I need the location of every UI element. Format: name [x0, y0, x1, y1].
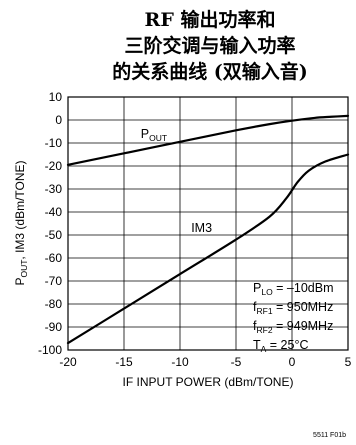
plot-frame — [67, 96, 349, 351]
chart-title: RF 输出功率和 三阶交调与输入功率 的关系曲线 (双输入音) — [112, 8, 308, 83]
figure-id: 5511 F01b — [313, 432, 346, 439]
y-axis-label-p-sub: OUT — [19, 260, 29, 278]
curves — [66, 114, 350, 345]
condition-plo: PLO = –10dBm — [253, 281, 334, 297]
series-label-im3: IM3 — [191, 221, 212, 235]
y-axis-label-rest: , IM3 (dBm/TONE) — [13, 160, 27, 259]
test-conditions: PLO = –10dBm fRF1 = 950MHz fRF2 = 949MHz… — [253, 281, 334, 354]
x-tick-label: -10 — [171, 355, 189, 369]
y-tick-label: 10 — [49, 90, 63, 104]
x-tick-label: -5 — [231, 355, 242, 369]
x-tick-label: -20 — [59, 355, 77, 369]
y-tick-label: -70 — [45, 274, 63, 288]
x-tick-label: 0 — [289, 355, 296, 369]
x-tick-label: -15 — [115, 355, 133, 369]
chart-title-line-3: 的关系曲线 (双输入音) — [112, 60, 308, 83]
y-axis-label-p: P — [13, 278, 27, 286]
y-tick-label: -10 — [45, 136, 63, 150]
condition-frf2: fRF2 = 949MHz — [253, 319, 333, 335]
series-line-im3 — [66, 153, 350, 345]
y-tick-label: -90 — [45, 320, 63, 334]
condition-frf1: fRF1 = 950MHz — [253, 300, 333, 316]
y-tick-label: -30 — [45, 182, 63, 196]
x-tick-label: 5 — [345, 355, 352, 369]
y-tick-label: 0 — [55, 113, 62, 127]
y-tick-labels: 10 0 -10 -20 -30 -40 -50 -60 -70 -80 -90 -100 — [38, 90, 62, 357]
y-tick-label: -100 — [38, 343, 62, 357]
series-label-pout: POUT — [141, 127, 167, 143]
x-tick-labels: -20 -15 -10 -5 0 5 — [59, 355, 351, 369]
series-labels: POUT IM3 — [141, 127, 212, 235]
chart-title-line-1: RF 输出功率和 — [145, 8, 276, 31]
condition-ta: TA = 25°C — [253, 338, 309, 354]
x-axis-label: IF INPUT POWER (dBm/TONE) — [123, 375, 294, 389]
y-tick-label: -60 — [45, 251, 63, 265]
y-tick-label: -40 — [45, 205, 63, 219]
chart-title-line-2: 三阶交调与输入功率 — [124, 34, 295, 57]
series-line-pout — [66, 114, 350, 166]
y-tick-label: -20 — [45, 159, 63, 173]
y-axis-label: POUT, IM3 (dBm/TONE) — [13, 160, 29, 285]
y-tick-label: -80 — [45, 297, 63, 311]
y-tick-label: -50 — [45, 228, 63, 242]
